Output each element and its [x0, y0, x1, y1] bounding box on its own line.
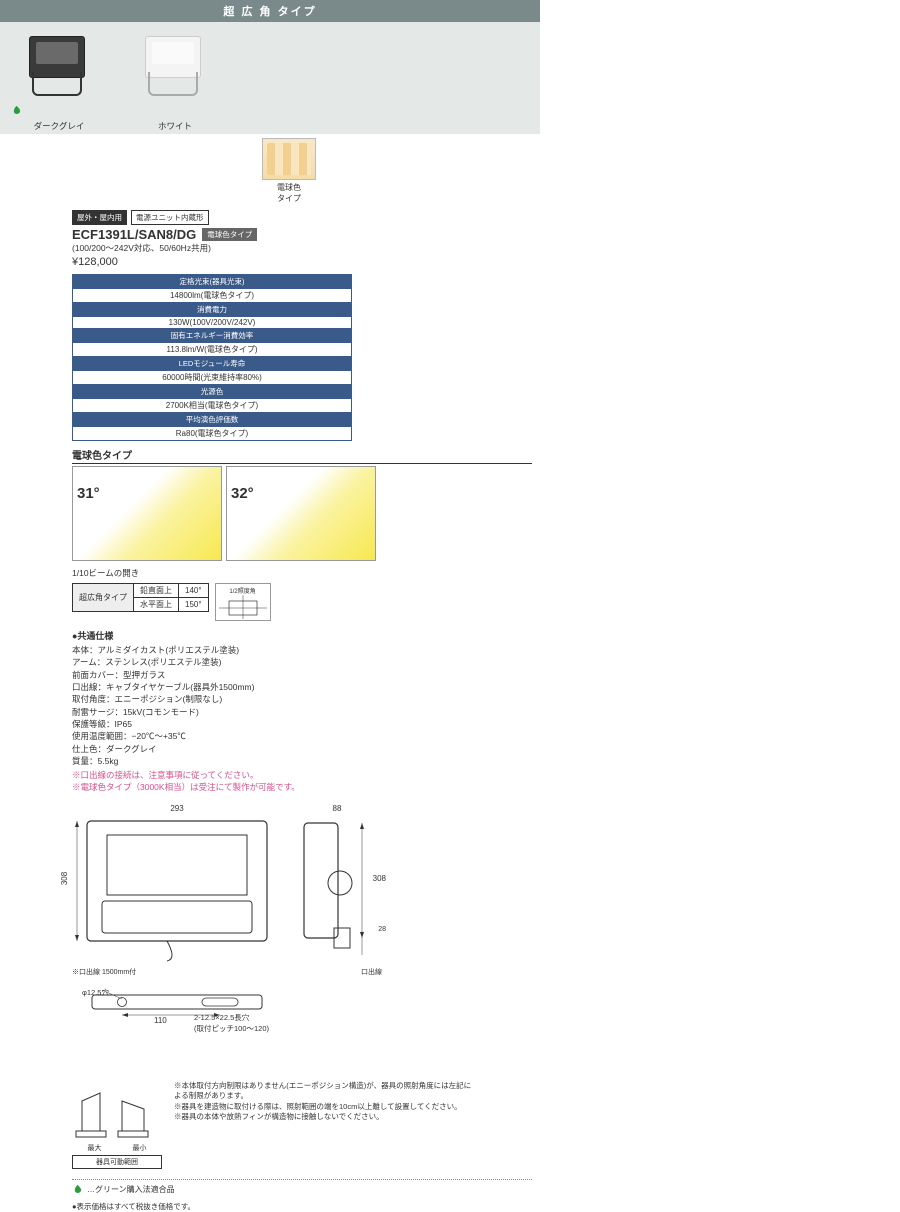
dim-d2: 308 — [373, 874, 386, 883]
spec-line: アーム：ステンレス(ポリエステル塗装) — [72, 656, 532, 668]
product-images: ダークグレイ ホワイト — [0, 22, 540, 134]
price: ¥128,000 — [72, 256, 540, 268]
spec-value: 2700K相当(電球色タイプ) — [73, 399, 352, 413]
dim-cable: ※口出線 1500mm付 — [72, 967, 282, 977]
chart-vertical: 31° — [72, 466, 222, 561]
angle-min: 最小 — [133, 1143, 147, 1153]
half-angle-label: 1/2照度角 — [229, 589, 255, 595]
model-text: ECF1391L/SAN8/DG — [72, 227, 196, 242]
beam-type-cell: 超広角タイプ — [73, 584, 134, 612]
dim-gap: 28 — [378, 926, 386, 933]
dim-hole: φ12.5穴 — [82, 987, 542, 998]
half-angle-diagram: 1/2照度角 — [215, 583, 271, 621]
beam-title: 1/10ビームの開き — [72, 567, 540, 579]
spec-header: 平均演色評価数 — [73, 413, 352, 427]
beam-v: 150° — [179, 598, 209, 612]
install-notes: ※本体取付方向制限はありません(エニーポジション構造)が、器具の照射角度には左記… — [174, 1081, 474, 1123]
tag-usage: 屋外・屋内用 — [72, 210, 127, 225]
dim-d: 88 — [292, 804, 382, 813]
dim-h: 308 — [60, 872, 69, 885]
spec-line: 仕上色：ダークグレイ — [72, 743, 532, 755]
thumb-label: 電球色 タイプ — [262, 180, 316, 210]
spec-value: 113.8lm/W(電球色タイプ) — [73, 343, 352, 357]
spec-line: 使用温度範囲：−20℃〜+35℃ — [72, 730, 532, 742]
spec-value: Ra80(電球色タイプ) — [73, 427, 352, 441]
product-label: ダークグレイ — [4, 120, 114, 132]
chart-horizontal: 32° — [226, 466, 376, 561]
install-note-line: ※本体取付方向制限はありません(エニーポジション構造)が、器具の照射角度には左記… — [174, 1081, 474, 1102]
price-note: ●表示価格はすべて税抜き価格です。 — [72, 1201, 532, 1212]
model-sub: (100/200～242V対応、50/60Hz共用) — [72, 242, 540, 254]
spec-line: 取付角度：エニーポジション(制限なし) — [72, 693, 532, 705]
chart-angle: 31° — [77, 485, 100, 502]
spec-header: 光源色 — [73, 385, 352, 399]
model-number: ECF1391L/SAN8/DG 電球色タイプ — [72, 227, 540, 242]
common-spec-title: ●共通仕様 — [72, 629, 540, 642]
spec-header: LEDモジュール寿命 — [73, 357, 352, 371]
product-dark: ダークグレイ — [4, 28, 114, 132]
dimension-drawings: 293 308 ※口出線 1500mm付 88 — [72, 804, 532, 1212]
beam-table: 超広角タイプ 鉛直面上 140° 水平面上 150° — [72, 583, 209, 612]
model-badge: 電球色タイプ — [202, 228, 257, 241]
green-label: …グリーン購入法適合品 — [87, 1184, 175, 1195]
spec-line: 前面カバー：型押ガラス — [72, 669, 532, 681]
tag-psu: 電源ユニット内蔵形 — [131, 210, 209, 225]
divider — [72, 1179, 532, 1180]
eco-leaf-icon — [72, 1184, 83, 1195]
spec-table: 定格光束(器具光束)14800lm(電球色タイプ)消費電力130W(100V/2… — [72, 274, 352, 441]
spec-line: 耐雷サージ：15kV(コモンモード) — [72, 706, 532, 718]
color-type-title: 電球色タイプ — [72, 447, 532, 464]
dim-w: 293 — [72, 804, 282, 813]
product-white: ホワイト — [120, 28, 230, 132]
angle-max: 最大 — [88, 1143, 102, 1153]
tag-row: 屋外・屋内用 電源ユニット内蔵形 — [72, 210, 540, 225]
beam-v: 140° — [179, 584, 209, 598]
front-view-icon — [72, 813, 282, 963]
color-thumb — [262, 138, 316, 180]
chart-angle: 32° — [231, 485, 254, 502]
dim-out: 口出線 — [292, 967, 382, 977]
spec-header: 定格光束(器具光束) — [73, 275, 352, 289]
spec-header: 消費電力 — [73, 303, 352, 317]
spec-value: 130W(100V/200V/242V) — [73, 317, 352, 329]
light-distribution-charts: 31° 32° — [72, 466, 540, 561]
install-note-line: ※器具を建造物に取付ける際は、照射範囲の端を10cm以上離して設置してください。 — [174, 1102, 474, 1113]
spec-line: 本体：アルミダイカスト(ポリエステル塗装) — [72, 644, 532, 656]
common-spec-list: 本体：アルミダイカスト(ポリエステル塗装)アーム：ステンレス(ポリエステル塗装)… — [72, 644, 532, 767]
eco-leaf-icon — [11, 105, 22, 116]
spec-value: 14800lm(電球色タイプ) — [73, 289, 352, 303]
spec-line: 口出線：キャブタイヤケーブル(器具外1500mm) — [72, 681, 532, 693]
spec-value: 60000時間(光束維持率80%) — [73, 371, 352, 385]
product-label: ホワイト — [120, 120, 230, 132]
bracket-drawing: φ12.5穴 110 2-12.5×22.5長穴 (取付ピッチ100〜120) — [72, 985, 532, 1069]
spec-notes: ※口出線の接続は、注意事項に従ってください。※電球色タイプ（3000K相当）は受… — [72, 769, 532, 794]
header-type: 超 広 角 タイプ — [0, 0, 540, 22]
dim-slot: 2-12.5×22.5長穴 — [194, 1013, 249, 1022]
angle-range-fig: 最大 最小 器具可動範囲 — [72, 1081, 162, 1169]
green-purchase-row: …グリーン購入法適合品 — [72, 1184, 532, 1195]
spec-line: 質量：5.5kg — [72, 755, 532, 767]
spec-header: 固有エネルギー消費効率 — [73, 329, 352, 343]
spec-note: ※電球色タイプ（3000K相当）は受注にて製作が可能です。 — [72, 781, 532, 793]
spec-note: ※口出線の接続は、注意事項に従ってください。 — [72, 769, 532, 781]
side-view-icon — [292, 813, 372, 963]
beam-k: 水平面上 — [134, 598, 179, 612]
angle-note: 器具可動範囲 — [72, 1155, 162, 1169]
beam-k: 鉛直面上 — [134, 584, 179, 598]
spec-line: 保護等級：IP65 — [72, 718, 532, 730]
install-note-line: ※器具の本体や放熱フィンが構造物に接触しないでください。 — [174, 1112, 474, 1123]
dim-pitch-note: (取付ピッチ100〜120) — [194, 1024, 269, 1033]
